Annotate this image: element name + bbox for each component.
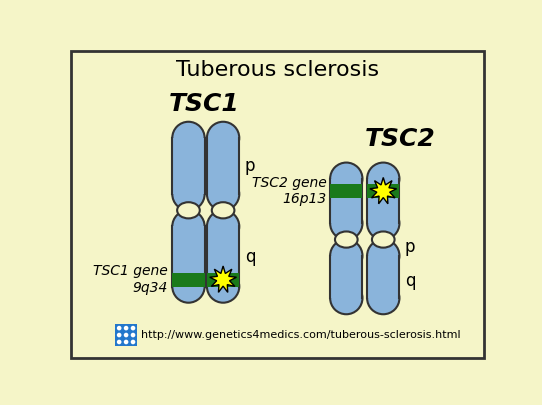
Ellipse shape bbox=[172, 122, 205, 154]
Ellipse shape bbox=[330, 162, 363, 195]
Ellipse shape bbox=[330, 240, 363, 272]
Ellipse shape bbox=[367, 207, 399, 240]
Circle shape bbox=[131, 340, 136, 344]
Text: p: p bbox=[244, 157, 255, 175]
Text: TSC1 gene
9q34: TSC1 gene 9q34 bbox=[93, 264, 167, 295]
Circle shape bbox=[124, 340, 128, 344]
Ellipse shape bbox=[330, 282, 363, 314]
Ellipse shape bbox=[207, 210, 239, 243]
Bar bbox=[172, 273, 205, 286]
Bar bbox=[207, 226, 239, 286]
Bar bbox=[367, 179, 399, 224]
Text: TSC1: TSC1 bbox=[169, 92, 239, 116]
Ellipse shape bbox=[207, 122, 239, 154]
Text: Tuberous sclerosis: Tuberous sclerosis bbox=[176, 60, 379, 80]
Ellipse shape bbox=[207, 178, 239, 210]
Bar bbox=[172, 138, 205, 194]
Ellipse shape bbox=[367, 282, 399, 314]
Ellipse shape bbox=[177, 202, 200, 218]
Text: q: q bbox=[405, 272, 415, 290]
Circle shape bbox=[131, 333, 136, 337]
Bar bbox=[207, 138, 239, 194]
Bar bbox=[207, 273, 239, 286]
Ellipse shape bbox=[172, 178, 205, 210]
Ellipse shape bbox=[172, 210, 205, 243]
Ellipse shape bbox=[367, 162, 399, 195]
Ellipse shape bbox=[372, 232, 395, 247]
Ellipse shape bbox=[207, 271, 239, 303]
Ellipse shape bbox=[172, 271, 205, 303]
Ellipse shape bbox=[335, 232, 358, 247]
Text: http://www.genetics4medics.com/tuberous-sclerosis.html: http://www.genetics4medics.com/tuberous-… bbox=[141, 330, 461, 340]
Bar bbox=[330, 256, 363, 298]
Circle shape bbox=[117, 326, 121, 330]
Circle shape bbox=[131, 326, 136, 330]
Ellipse shape bbox=[212, 202, 235, 218]
Bar bbox=[367, 184, 399, 198]
Bar bbox=[330, 184, 363, 198]
Circle shape bbox=[117, 333, 121, 337]
Bar bbox=[115, 324, 137, 346]
Text: q: q bbox=[244, 247, 255, 266]
Text: TSC2: TSC2 bbox=[365, 128, 436, 151]
Ellipse shape bbox=[367, 240, 399, 272]
Text: TSC2 gene
16p13: TSC2 gene 16p13 bbox=[253, 176, 327, 206]
Polygon shape bbox=[210, 266, 236, 292]
Bar bbox=[330, 179, 363, 224]
Circle shape bbox=[124, 326, 128, 330]
Polygon shape bbox=[370, 177, 397, 204]
Circle shape bbox=[117, 340, 121, 344]
Bar bbox=[172, 226, 205, 286]
Text: p: p bbox=[405, 238, 415, 256]
Circle shape bbox=[124, 333, 128, 337]
Bar bbox=[367, 256, 399, 298]
Ellipse shape bbox=[330, 207, 363, 240]
